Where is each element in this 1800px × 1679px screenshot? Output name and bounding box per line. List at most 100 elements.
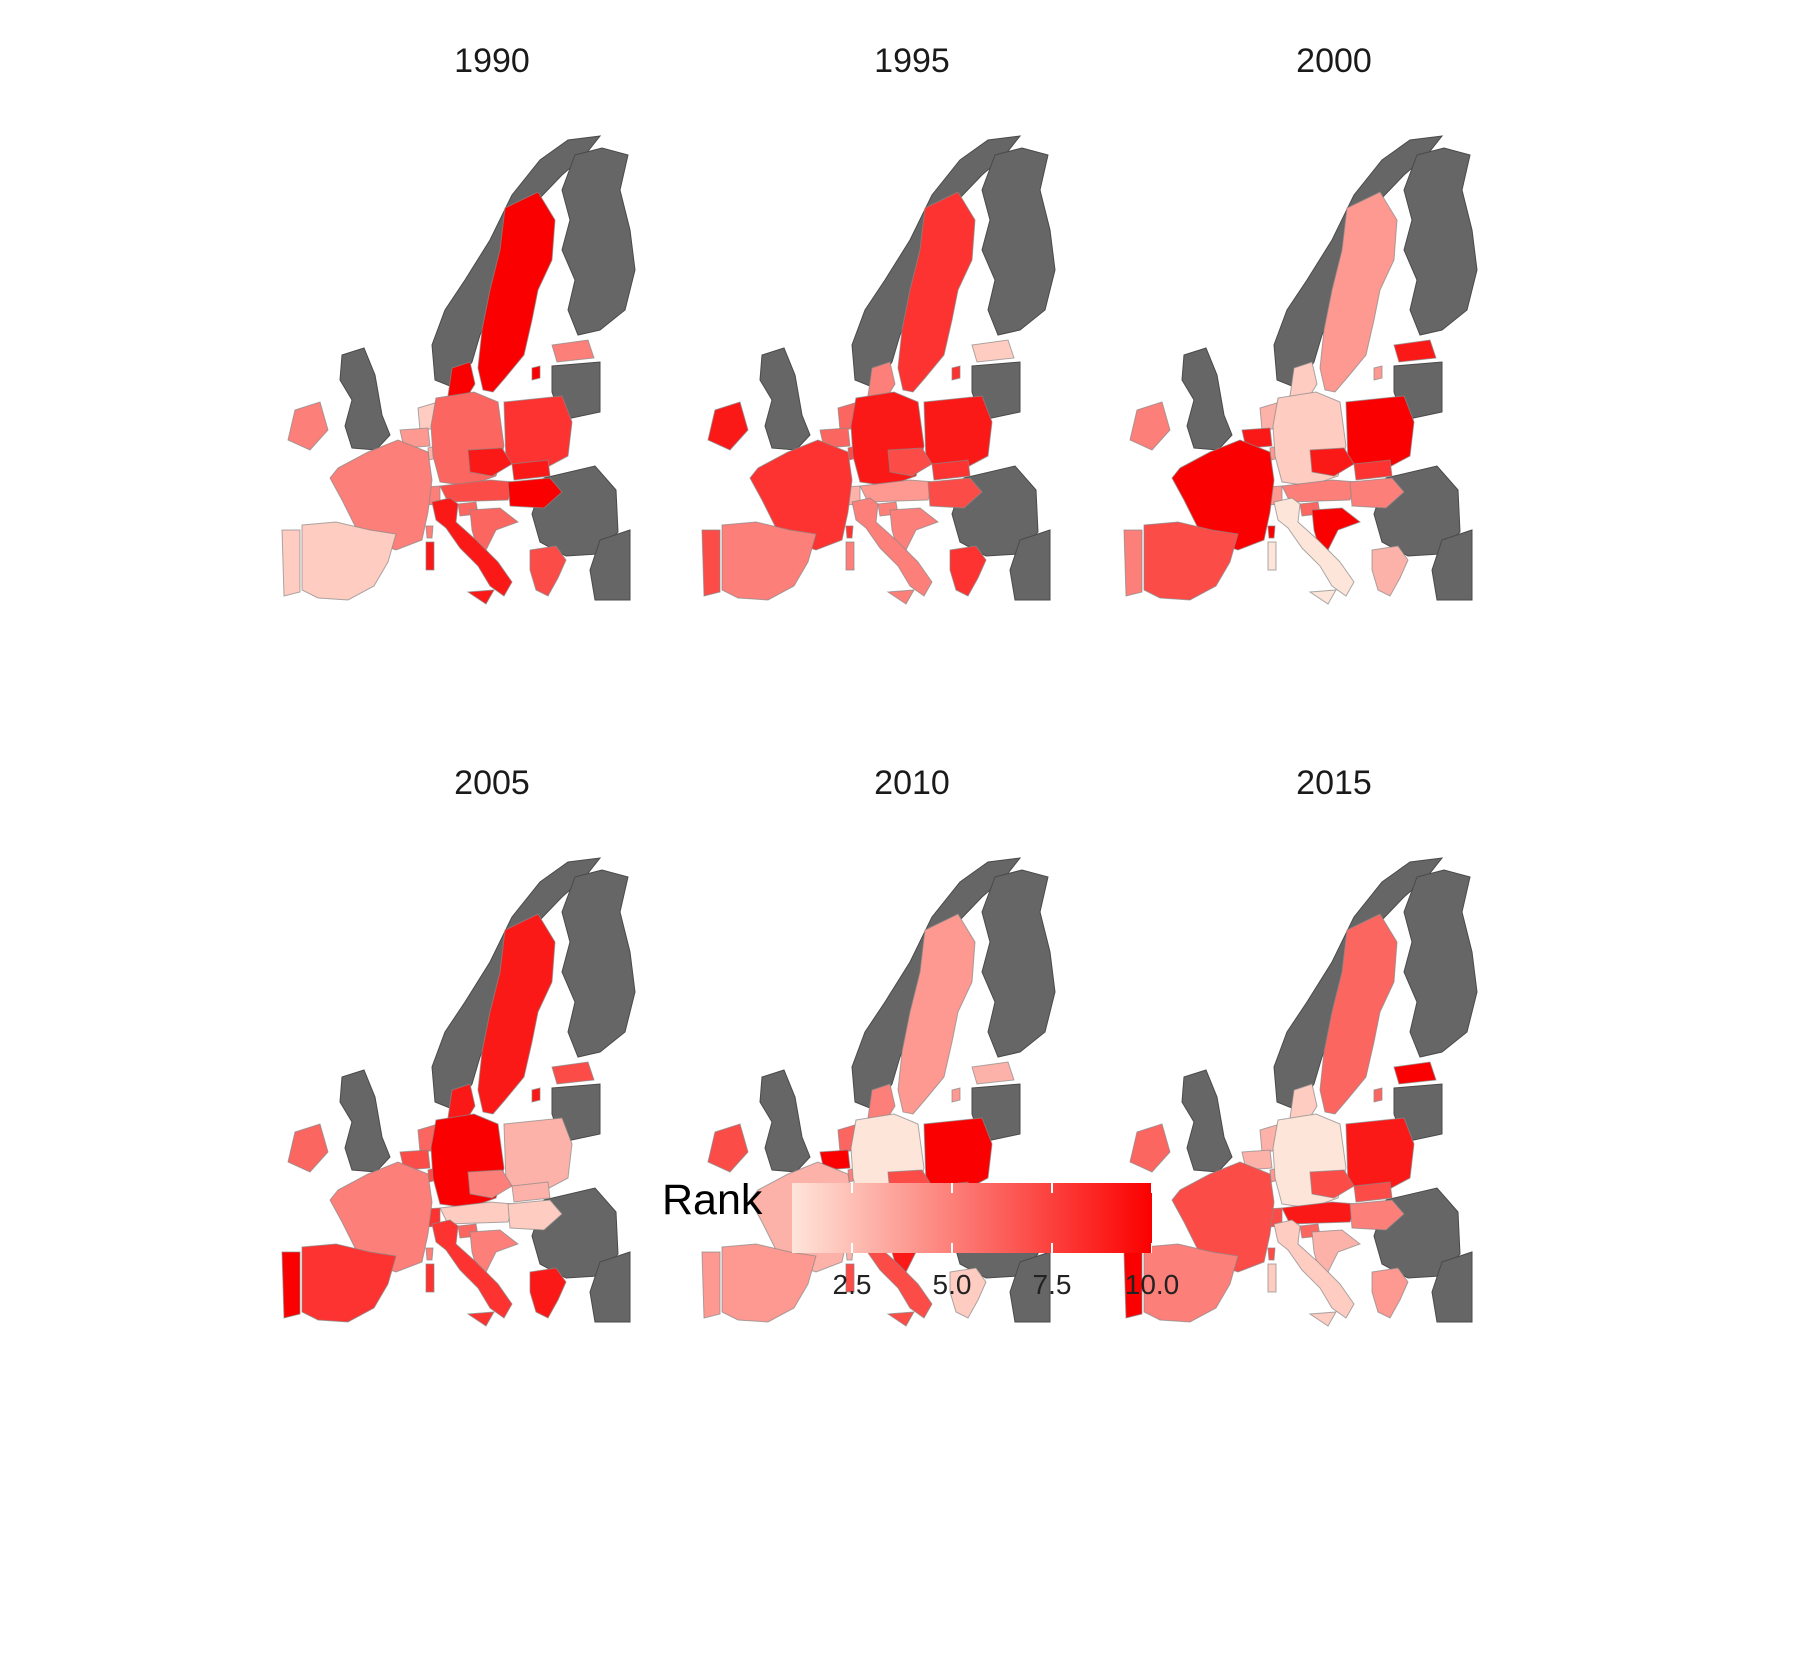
- country-ie: [1129, 1123, 1171, 1173]
- country-nodata-tr: [1431, 1251, 1473, 1323]
- country-se: [1373, 1087, 1383, 1103]
- country-es: [301, 521, 397, 601]
- country-nodata-fi: [561, 869, 636, 1058]
- panel-title-1995: 1995: [874, 42, 950, 80]
- country-it: [1267, 1263, 1277, 1293]
- country-ie: [287, 401, 329, 451]
- legend-gradient: [792, 1183, 1152, 1253]
- country-es: [1143, 521, 1239, 601]
- country-nodata-fi: [1403, 147, 1478, 336]
- country-se: [531, 1087, 541, 1103]
- country-sk: [511, 459, 551, 481]
- legend-colorbar: [792, 1183, 1152, 1253]
- country-it: [431, 1219, 513, 1319]
- map-panel-2015: [1123, 857, 1478, 1327]
- country-nodata-uk: [759, 1069, 811, 1173]
- country-gr: [529, 545, 567, 597]
- country-sk: [931, 459, 971, 481]
- country-se: [1319, 913, 1398, 1115]
- country-fr: [1171, 1161, 1275, 1273]
- panel-title-2005: 2005: [454, 764, 530, 802]
- legend-tick-label: 7.5: [1032, 1269, 1072, 1300]
- country-sk: [1353, 1181, 1393, 1203]
- country-ee: [551, 339, 595, 363]
- country-pl: [503, 395, 573, 473]
- country-it: [466, 589, 495, 605]
- country-fr: [425, 1247, 434, 1261]
- country-fr: [845, 525, 854, 539]
- country-es: [721, 1243, 817, 1323]
- country-nodata-fi: [561, 147, 636, 336]
- country-fr: [425, 525, 434, 539]
- country-gr: [949, 1267, 987, 1319]
- map-panel-1995: [701, 135, 1056, 605]
- country-pl: [923, 395, 993, 473]
- country-es: [721, 521, 817, 601]
- country-se: [531, 365, 541, 381]
- country-cz: [467, 447, 513, 477]
- country-es: [1143, 1243, 1239, 1323]
- country-nodata-uk: [339, 1069, 391, 1173]
- country-cz: [1309, 1169, 1355, 1199]
- country-gr: [529, 1267, 567, 1319]
- country-ie: [707, 401, 749, 451]
- country-ie: [287, 1123, 329, 1173]
- country-it: [845, 541, 855, 571]
- country-pt: [1123, 529, 1143, 597]
- country-se: [1373, 365, 1383, 381]
- country-cz: [1309, 447, 1355, 477]
- country-fr: [329, 1161, 433, 1273]
- country-se: [897, 913, 976, 1115]
- country-fr: [1171, 439, 1275, 551]
- country-gr: [949, 545, 987, 597]
- legend-tick-label: 2.5: [832, 1269, 872, 1300]
- country-hu: [507, 477, 563, 509]
- country-it: [431, 497, 513, 597]
- country-it: [425, 1263, 435, 1293]
- country-fr: [1267, 525, 1276, 539]
- panel-title-1990: 1990: [454, 42, 530, 80]
- country-fr: [1267, 1247, 1276, 1261]
- country-it: [1308, 1311, 1337, 1327]
- panel-title-2010: 2010: [874, 764, 950, 802]
- country-it: [851, 497, 933, 597]
- legend-tick-label: 10.0: [1124, 1269, 1180, 1300]
- country-se: [1319, 191, 1398, 393]
- legend-tick-label: 5.0: [932, 1269, 972, 1300]
- map-panel-2010: [701, 857, 1056, 1327]
- country-fr: [749, 439, 853, 551]
- country-pt: [701, 1251, 721, 1319]
- country-nodata-fi: [981, 869, 1056, 1058]
- country-pl: [1345, 395, 1415, 473]
- country-se: [477, 913, 556, 1115]
- country-hu: [1349, 477, 1405, 509]
- country-nodata-uk: [1181, 347, 1233, 451]
- country-se: [477, 191, 556, 393]
- country-nodata-uk: [759, 347, 811, 451]
- country-nodata-tr: [1009, 529, 1051, 601]
- country-nodata-tr: [1431, 529, 1473, 601]
- country-ee: [971, 339, 1015, 363]
- country-gr: [1371, 1267, 1409, 1319]
- country-se: [951, 1087, 961, 1103]
- country-hu: [507, 1199, 563, 1231]
- panel-title-2015: 2015: [1296, 764, 1372, 802]
- map-panel-2000: [1123, 135, 1478, 605]
- country-ee: [1393, 1061, 1437, 1085]
- country-nodata-fi: [981, 147, 1056, 336]
- country-se: [897, 191, 976, 393]
- country-ee: [971, 1061, 1015, 1085]
- country-hu: [1349, 1199, 1405, 1231]
- country-it: [466, 1311, 495, 1327]
- country-nodata-uk: [1181, 1069, 1233, 1173]
- map-panel-1990: [281, 135, 636, 605]
- country-pt: [281, 1251, 301, 1319]
- country-cz: [467, 1169, 513, 1199]
- legend-title: Rank: [662, 1176, 763, 1224]
- country-gr: [1371, 545, 1409, 597]
- country-ee: [1393, 339, 1437, 363]
- country-nodata-tr: [1009, 1251, 1051, 1323]
- country-pt: [281, 529, 301, 597]
- country-it: [1267, 541, 1277, 571]
